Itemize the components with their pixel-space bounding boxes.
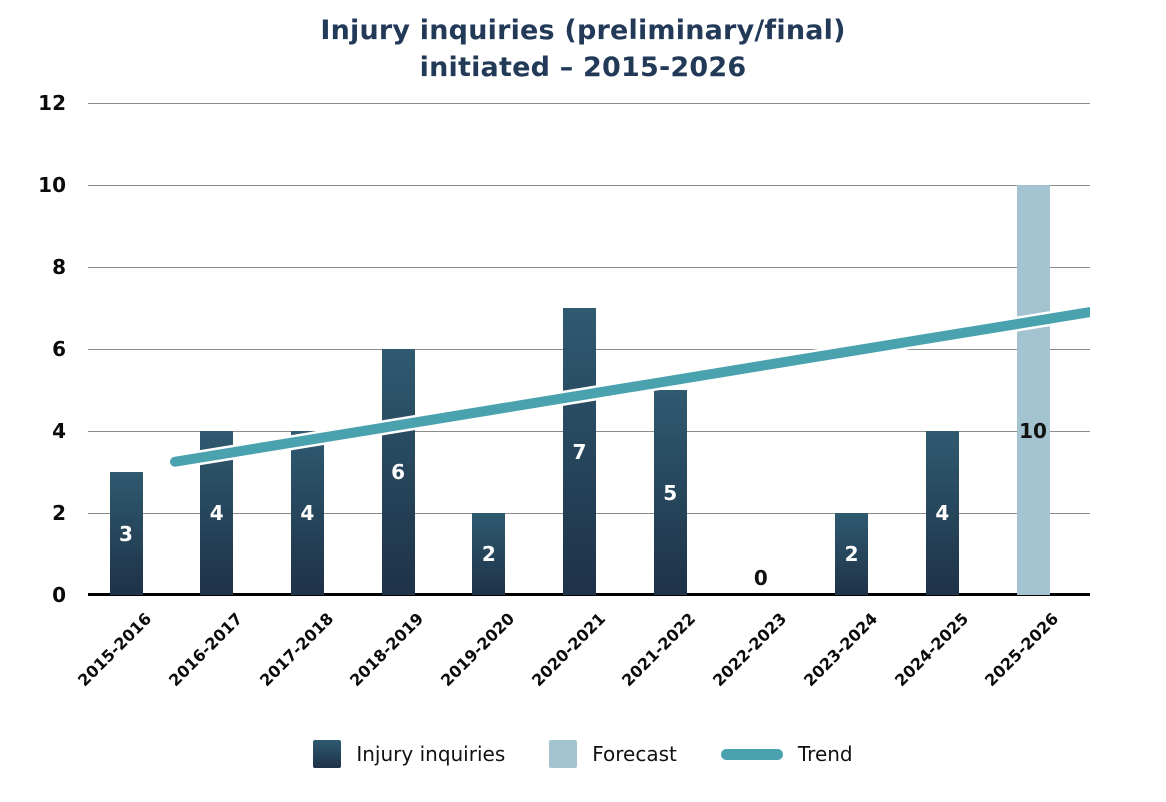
chart-title-line2: initiated – 2015-2026: [419, 52, 747, 83]
chart-title: Injury inquiries (preliminary/final) ini…: [0, 12, 1166, 86]
gridline-10: [88, 184, 1090, 186]
bar-2021-2022: 5: [653, 390, 687, 595]
bar-2024-2025: 4: [925, 431, 959, 595]
legend-injury-inquiries-swatch: [313, 740, 342, 768]
x-axis-labels: 2015-2016 2016-2017 2017-2018 2018-2019 2019…: [74, 601, 1130, 721]
forecast-bar-2025-2026: 10: [1016, 185, 1050, 595]
y-tick-label-4: 4: [52, 419, 66, 443]
x-tick-label-2016-2017: 2016-2017: [165, 609, 247, 691]
plot-area: 3 4 4 6 2 7 5 0 2 4 10: [88, 102, 1090, 596]
y-tick-label-10: 10: [38, 173, 66, 197]
bar-2023-2024: 2: [835, 513, 869, 595]
gridline-8: [88, 266, 1090, 268]
legend-label-trend: Trend: [797, 742, 853, 766]
bar-2019-2020: 2: [472, 513, 506, 595]
x-tick-label-2019-2020: 2019-2020: [437, 609, 519, 691]
legend-label-injury-inquiries: Injury inquiries: [356, 742, 506, 766]
bar-value-2018-2019: 6: [391, 460, 406, 484]
bar-value-2023-2024: 2: [844, 542, 859, 566]
legend-item-trend: Trend: [720, 742, 853, 766]
x-tick-label-2022-2023: 2022-2023: [709, 609, 791, 691]
legend-forecast-swatch: [549, 740, 578, 768]
y-axis-labels: 0 2 4 6 8 10 12: [0, 91, 66, 607]
legend: Injury inquiries Forecast Trend: [0, 740, 1166, 768]
bar-value-2019-2020: 2: [481, 542, 496, 566]
legend-item-forecast: Forecast: [549, 740, 677, 768]
bar-2016-2017: 4: [200, 431, 234, 595]
bar-value-2022-2023: 0: [753, 566, 768, 590]
x-tick-label-2023-2024: 2023-2024: [799, 609, 882, 691]
gridline-12: [88, 102, 1090, 104]
bar-2018-2019: 6: [381, 349, 415, 595]
bar-2020-2021: 7: [563, 308, 596, 595]
y-tick-label-6: 6: [52, 337, 66, 361]
x-tick-label-2015-2016: 2015-2016: [74, 609, 156, 691]
bar-value-2021-2022: 5: [663, 480, 678, 505]
y-tick-label-0: 0: [52, 583, 66, 607]
bar-value-2015-2016: 3: [119, 521, 133, 546]
bar-value-2024-2025: 4: [935, 501, 950, 525]
y-tick-label-12: 12: [38, 91, 66, 115]
y-tick-label-2: 2: [52, 501, 66, 525]
bar-2017-2018: 4: [290, 431, 324, 595]
x-tick-label-2021-2022: 2021-2022: [618, 609, 700, 691]
bar-value-2025-2026: 10: [1019, 419, 1047, 443]
legend-label-forecast: Forecast: [592, 742, 677, 766]
x-tick-label-2024-2025: 2024-2025: [890, 609, 972, 691]
y-tick-label-8: 8: [52, 255, 66, 279]
legend-item-injury-inquiries: Injury inquiries: [313, 740, 505, 768]
x-tick-label-2018-2019: 2018-2019: [346, 609, 428, 691]
bar-value-2016-2017: 4: [209, 501, 224, 525]
chart-title-line1: Injury inquiries (preliminary/final): [320, 15, 846, 46]
x-tick-label-2017-2018: 2017-2018: [255, 609, 337, 691]
x-tick-label-2020-2021: 2020-2021: [527, 609, 609, 691]
bar-2015-2016: 3: [109, 472, 143, 595]
x-tick-label-2025-2026: 2025-2026: [981, 609, 1063, 691]
bar-value-2017-2018: 4: [300, 501, 315, 525]
bar-value-2020-2021: 7: [572, 439, 587, 464]
legend-trend-swatch: [720, 748, 783, 760]
